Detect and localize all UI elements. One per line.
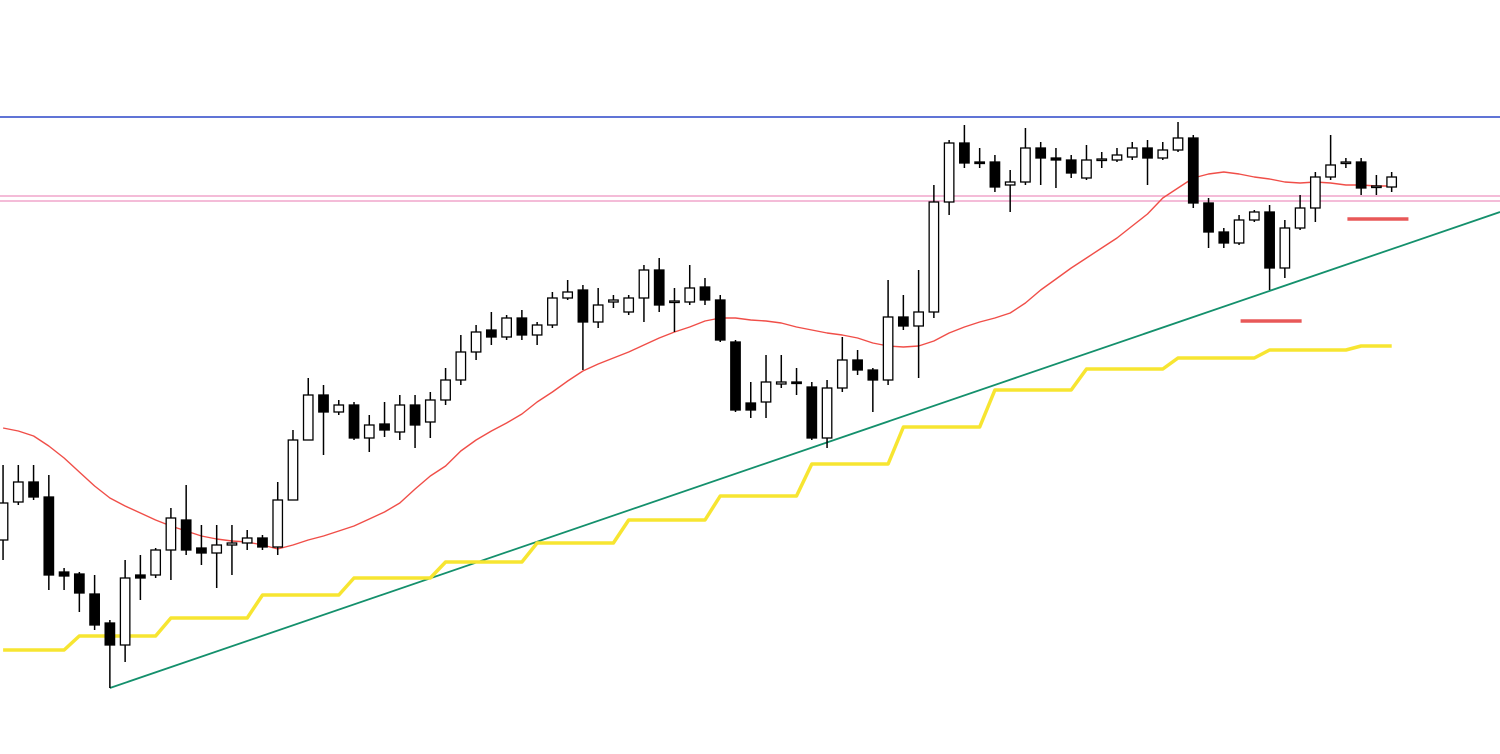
- candle-body: [104, 622, 116, 646]
- candle-body: [1020, 147, 1031, 183]
- candle-body: [1172, 137, 1184, 151]
- candle-body: [592, 304, 604, 323]
- candle-body: [485, 329, 497, 338]
- candle-body: [959, 142, 970, 164]
- candle-body: [836, 359, 848, 389]
- candle-body: [379, 423, 390, 431]
- candle-body: [196, 547, 207, 554]
- candle-body: [638, 269, 650, 299]
- candle-body: [608, 299, 619, 303]
- candle-body: [1065, 159, 1077, 174]
- candle-body: [1050, 157, 1062, 161]
- candle-body: [241, 537, 253, 544]
- candle-body: [974, 161, 986, 165]
- candle-body: [562, 291, 574, 299]
- moving-average: [2, 171, 1392, 550]
- candle-body: [1218, 231, 1230, 244]
- candle-body: [333, 404, 345, 413]
- candle-body: [882, 316, 894, 381]
- candle-body: [791, 381, 802, 385]
- candle-body: [1004, 181, 1016, 186]
- candle-body: [1371, 185, 1382, 189]
- candle-body: [470, 331, 482, 353]
- candle-body: [897, 316, 909, 327]
- candle-body: [1142, 147, 1153, 159]
- candle-body: [867, 369, 879, 381]
- candle-body: [302, 394, 314, 441]
- candle-body: [1203, 202, 1214, 233]
- candle-body: [135, 574, 146, 579]
- candle-body: [547, 297, 558, 326]
- candle-body: [531, 324, 543, 336]
- candle-body: [73, 573, 85, 594]
- candle-body: [989, 161, 1001, 188]
- candle-body: [455, 351, 467, 381]
- candle-body: [1081, 159, 1092, 179]
- candle-body: [653, 269, 665, 306]
- candle-body: [43, 496, 55, 576]
- candle-body: [684, 287, 696, 303]
- candle-body: [1294, 207, 1306, 229]
- candle-body: [821, 387, 833, 439]
- stop-line: [3, 344, 1392, 652]
- candle-body: [363, 424, 375, 439]
- candle-body: [1264, 211, 1275, 269]
- candle-body: [1309, 176, 1321, 209]
- candle-body: [730, 341, 741, 411]
- candle-body: [0, 502, 9, 541]
- candle-body: [272, 499, 284, 548]
- candle-body: [318, 394, 329, 413]
- candle-body: [119, 577, 131, 646]
- candle-body: [211, 544, 223, 554]
- candle-body: [943, 142, 955, 203]
- candle-body: [760, 381, 772, 403]
- candle-body: [1187, 137, 1199, 204]
- candle-body: [913, 311, 924, 327]
- candle-body: [150, 549, 162, 576]
- candle-body: [1248, 211, 1260, 221]
- candle-body: [440, 379, 451, 401]
- candle-body: [1340, 161, 1352, 165]
- candle-body: [669, 300, 680, 304]
- candle-body: [516, 317, 528, 336]
- candle-body: [577, 289, 589, 323]
- candle-body: [409, 404, 421, 426]
- candle-body: [623, 297, 635, 313]
- candle-body: [806, 386, 818, 439]
- candle-body: [714, 299, 726, 341]
- candle-body: [226, 542, 238, 546]
- candle-body: [699, 286, 711, 301]
- candle-body: [928, 201, 940, 313]
- candle-body: [257, 537, 268, 548]
- candle-body: [1096, 158, 1108, 162]
- trendline: [109, 211, 1500, 689]
- candle-body: [852, 359, 863, 371]
- candle-body: [501, 317, 512, 338]
- candle-body: [58, 571, 70, 577]
- candle-body: [424, 399, 436, 423]
- candle-body: [1035, 147, 1047, 159]
- candle-body: [394, 404, 406, 433]
- candle-body: [1279, 227, 1291, 269]
- candle-body: [1386, 176, 1398, 188]
- candle-body: [165, 517, 177, 551]
- candle-body: [775, 381, 787, 385]
- candle-body: [1126, 147, 1138, 158]
- candle-body: [1325, 164, 1337, 178]
- candle-body: [348, 404, 360, 439]
- candle-body: [12, 481, 24, 503]
- candle-body: [1233, 219, 1245, 244]
- candle-body: [1111, 154, 1123, 161]
- candle-body: [1355, 161, 1367, 189]
- candle-body: [89, 593, 100, 626]
- candle-body: [28, 481, 39, 498]
- candle-body: [287, 439, 299, 501]
- candle-body: [1157, 149, 1169, 159]
- candle-body: [745, 402, 757, 411]
- candle-body: [180, 519, 192, 551]
